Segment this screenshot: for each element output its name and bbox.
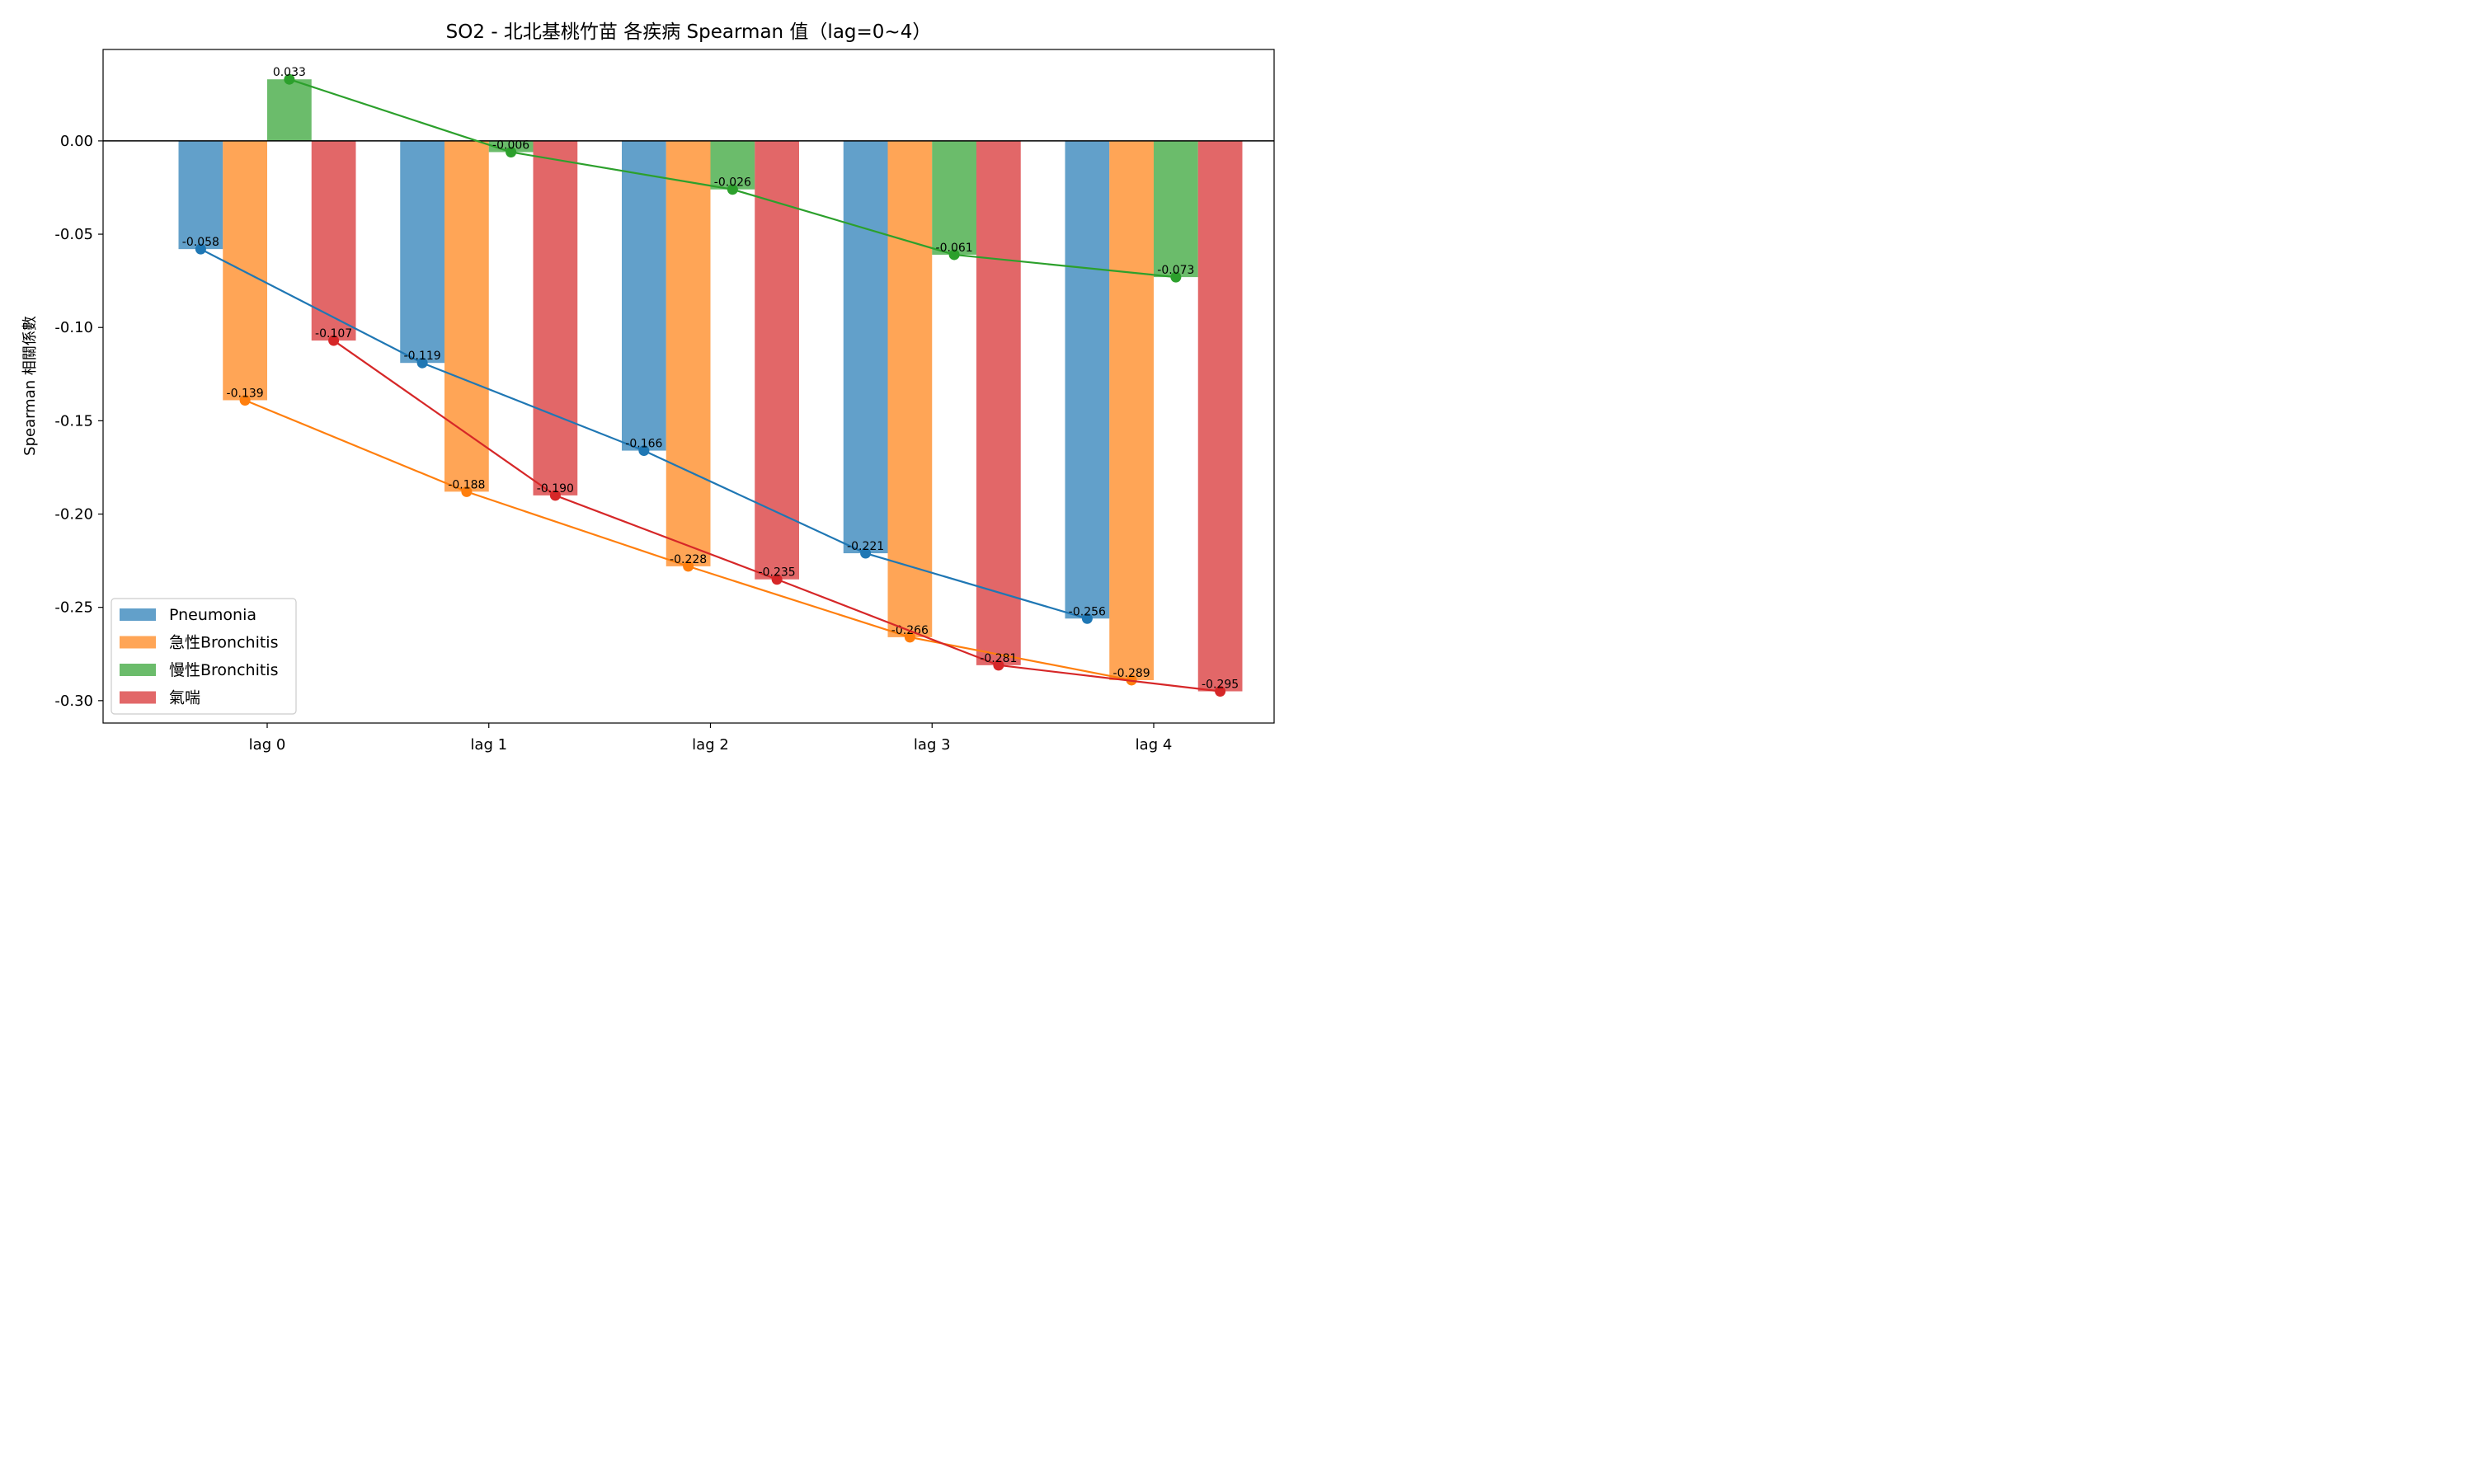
point-4-2	[549, 490, 561, 501]
data-label-3-4: -0.061	[936, 242, 973, 255]
bar-4-lag-3	[976, 140, 1021, 665]
x-tick-label: lag 1	[470, 736, 507, 754]
bar-2-lag-3	[887, 140, 933, 637]
data-label-3-3: -0.026	[714, 176, 751, 190]
bar-2-lag-1	[444, 140, 489, 492]
point-2-1	[239, 394, 251, 406]
point-1-4	[860, 547, 872, 559]
legend-label-4: 氣喘	[169, 689, 200, 707]
y-tick-label: -0.05	[54, 226, 93, 243]
point-3-3	[727, 184, 738, 195]
data-label-2-1: -0.139	[227, 387, 264, 400]
y-tick-label: -0.10	[54, 319, 93, 336]
legend-label-3: 慢性Bronchitis	[169, 661, 279, 679]
data-label-3-1: 0.033	[273, 66, 306, 79]
bar-3-lag-3	[932, 140, 976, 255]
point-3-4	[948, 249, 960, 261]
legend-swatch-1	[120, 608, 156, 621]
y-tick-label: 0.00	[60, 133, 93, 150]
x-tick-label: lag 0	[249, 736, 286, 754]
y-axis-label: Spearman 相關係數	[21, 316, 39, 456]
bar-2-lag-0	[223, 140, 267, 401]
data-label-1-5: -0.256	[1069, 605, 1106, 618]
point-1-3	[638, 445, 650, 457]
legend-swatch-4	[120, 691, 156, 704]
plot-frame	[102, 49, 1275, 724]
bar-4-lag-0	[311, 140, 356, 341]
data-label-4-3: -0.235	[759, 566, 796, 580]
data-label-1-3: -0.166	[625, 438, 662, 451]
point-4-3	[771, 574, 783, 585]
point-4-5	[1215, 686, 1226, 697]
data-label-2-2: -0.188	[448, 478, 485, 491]
x-tick-label: lag 4	[1136, 736, 1173, 754]
bar-1-lag-0	[178, 140, 223, 250]
bar-3-lag-0	[267, 79, 312, 141]
data-label-2-5: -0.289	[1113, 667, 1150, 680]
point-3-2	[506, 146, 517, 157]
data-label-4-4: -0.281	[980, 652, 1017, 665]
bar-2-lag-2	[666, 140, 711, 566]
bar-2-lag-4	[1109, 140, 1154, 680]
point-1-1	[195, 243, 206, 255]
legend-swatch-2	[120, 636, 156, 649]
point-1-2	[416, 357, 428, 369]
data-label-4-5: -0.295	[1202, 679, 1239, 692]
point-3-1	[284, 73, 295, 85]
data-label-3-2: -0.006	[492, 139, 529, 152]
data-label-1-2: -0.119	[404, 350, 441, 363]
data-label-4-2: -0.190	[537, 482, 574, 495]
x-tick-label: lag 2	[692, 736, 729, 754]
bar-4-lag-4	[1197, 140, 1243, 692]
bar-1-lag-3	[843, 140, 888, 554]
chart-title: SO2 - 北北基桃竹苗 各疾病 Spearman 值（lag=0~4）	[446, 21, 932, 43]
bar-3-lag-2	[710, 140, 755, 190]
point-2-3	[683, 561, 694, 572]
point-2-2	[461, 486, 473, 497]
y-tick-label: -0.20	[54, 506, 93, 524]
data-label-1-1: -0.058	[182, 236, 219, 249]
bar-4-lag-1	[533, 140, 578, 495]
data-label-3-5: -0.073	[1157, 264, 1194, 277]
bar-1-lag-1	[400, 140, 444, 364]
legend-box	[111, 598, 297, 715]
legend-swatch-3	[120, 664, 156, 676]
data-label-4-1: -0.107	[315, 327, 352, 340]
point-4-1	[328, 335, 340, 346]
legend-label-2: 急性Bronchitis	[169, 634, 279, 652]
legend-label-1: Pneumonia	[169, 606, 256, 624]
legend: Pneumonia 急性Bronchitis 慢性Bronchitis 氣喘	[111, 598, 297, 715]
data-label-2-3: -0.228	[670, 553, 707, 566]
y-tick-label: -0.25	[54, 599, 93, 617]
y-tick-label: -0.30	[54, 693, 93, 710]
bar-3-lag-4	[1154, 140, 1198, 278]
point-2-4	[904, 632, 915, 643]
point-3-5	[1170, 271, 1182, 283]
x-tick-label: lag 3	[914, 736, 951, 754]
bar-1-lag-2	[622, 140, 666, 451]
data-label-1-4: -0.221	[847, 540, 884, 553]
plot-area: -0.058 -0.119 -0.166 -0.221 -0.256 -0.139 -0.1…	[54, 49, 1275, 754]
bar-1-lag-4	[1065, 140, 1110, 619]
chart: SO2 - 北北基桃竹苗 各疾病 Spearman 值（lag=0~4） Spe…	[21, 21, 1275, 754]
point-1-5	[1081, 613, 1093, 624]
y-tick-label: -0.15	[54, 412, 93, 430]
point-4-4	[993, 660, 1004, 671]
